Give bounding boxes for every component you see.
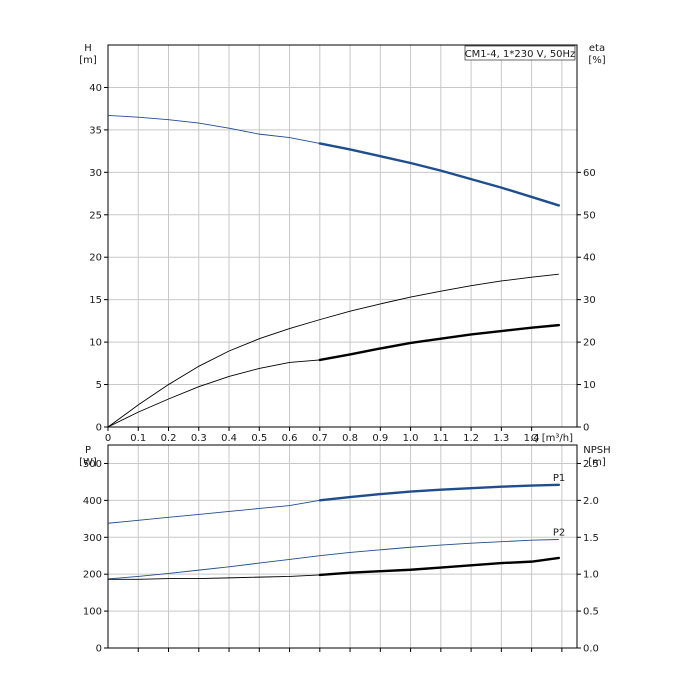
- left-tick-label: 35: [89, 125, 102, 136]
- x-tick-label: 1.0: [403, 433, 419, 444]
- left-tick-label: 0: [96, 644, 102, 655]
- series-duty-range: [318, 323, 561, 362]
- series-line: [107, 484, 559, 524]
- right-tick-label: 60: [583, 168, 596, 179]
- series-duty-range: [318, 142, 561, 207]
- x-tick-label: 0.9: [372, 433, 388, 444]
- x-axis-label: Q [m³/h]: [531, 433, 573, 444]
- x-tick-label: 0.3: [191, 433, 207, 444]
- left-tick-label: 200: [83, 570, 102, 581]
- x-tick-label: 0.5: [251, 433, 267, 444]
- plot-frame: [107, 444, 578, 649]
- right-axis-unit: [m]: [588, 457, 606, 468]
- series-line: [108, 557, 559, 580]
- x-tick-label: 1.3: [493, 433, 509, 444]
- right-tick-label: 10: [583, 380, 596, 391]
- left-tick-label: 400: [83, 496, 102, 507]
- right-tick-label: 0.0: [583, 644, 599, 655]
- left-tick-label: 100: [83, 607, 102, 618]
- left-tick-label: 20: [89, 253, 102, 264]
- chart-title-box: CM1-4, 1*230 V, 50Hz: [464, 45, 576, 61]
- left-tick-label: 10: [89, 338, 102, 349]
- series-label: P2: [553, 527, 565, 538]
- right-tick-label: 1.0: [583, 570, 599, 581]
- series-line: [107, 273, 559, 428]
- right-axis-title: NPSH: [583, 445, 610, 456]
- series-duty-range: [318, 483, 561, 502]
- x-tick-label: 0.1: [130, 433, 146, 444]
- series-label: P1: [553, 473, 565, 484]
- right-tick-label: 50: [583, 210, 596, 221]
- right-axis-title: eta: [589, 43, 605, 54]
- right-tick-label: 20: [583, 338, 596, 349]
- left-tick-label: 25: [89, 210, 102, 221]
- left-tick-label: 5: [96, 380, 102, 391]
- right-axis-unit: [%]: [588, 55, 605, 66]
- x-tick-label: 0.4: [221, 433, 237, 444]
- x-tick-label: 0: [105, 433, 111, 444]
- left-axis-unit: [W]: [79, 457, 97, 468]
- chart-title: CM1-4, 1*230 V, 50Hz: [465, 49, 576, 60]
- x-tick-label: 1.2: [463, 433, 479, 444]
- head-efficiency-panel: 0 5 10 15 20 25 30 35 40 0 10 20 30 40 50 60 0 0.1 0.2 0.3 0…: [79, 43, 606, 444]
- x-tick-label: 0.2: [161, 433, 177, 444]
- x-tick-label: 0.7: [312, 433, 328, 444]
- x-tick-label: 1.4: [524, 433, 540, 444]
- right-tick-label: 2.0: [583, 496, 599, 507]
- right-tick-label: 0.5: [583, 607, 599, 618]
- left-tick-label: 30: [89, 168, 102, 179]
- left-axis-title: P: [85, 445, 91, 456]
- right-tick-label: 2.5: [583, 459, 599, 470]
- series-line: [107, 324, 559, 428]
- power-npsh-panel: 0 100 200 300 400 500 0.0 0.5 1.0 1.5 2.0 2.5 P[W] NP…: [79, 444, 611, 655]
- x-tick-label: 0.8: [342, 433, 358, 444]
- left-axis-unit: [m]: [79, 55, 97, 66]
- left-tick-label: 0: [96, 423, 102, 434]
- right-tick-label: 1.5: [583, 533, 599, 544]
- plot-frame: [107, 44, 578, 428]
- series-duty-range: [318, 556, 561, 577]
- left-tick-label: 500: [83, 459, 102, 470]
- left-tick-label: 15: [89, 295, 102, 306]
- series-line: [107, 115, 559, 206]
- left-tick-label: 40: [89, 83, 102, 94]
- x-tick-label: 1.1: [433, 433, 449, 444]
- left-axis-title: H: [84, 43, 92, 54]
- left-tick-label: 300: [83, 533, 102, 544]
- right-tick-label: 40: [583, 253, 596, 264]
- x-tick-label: 0.6: [282, 433, 298, 444]
- right-tick-label: 0: [583, 423, 589, 434]
- right-tick-label: 30: [583, 295, 596, 306]
- series-line: [107, 539, 559, 580]
